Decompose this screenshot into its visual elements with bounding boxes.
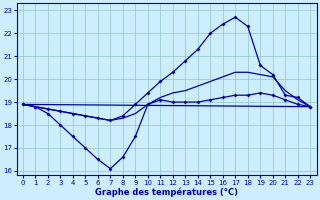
X-axis label: Graphe des températures (°C): Graphe des températures (°C) [95, 187, 238, 197]
